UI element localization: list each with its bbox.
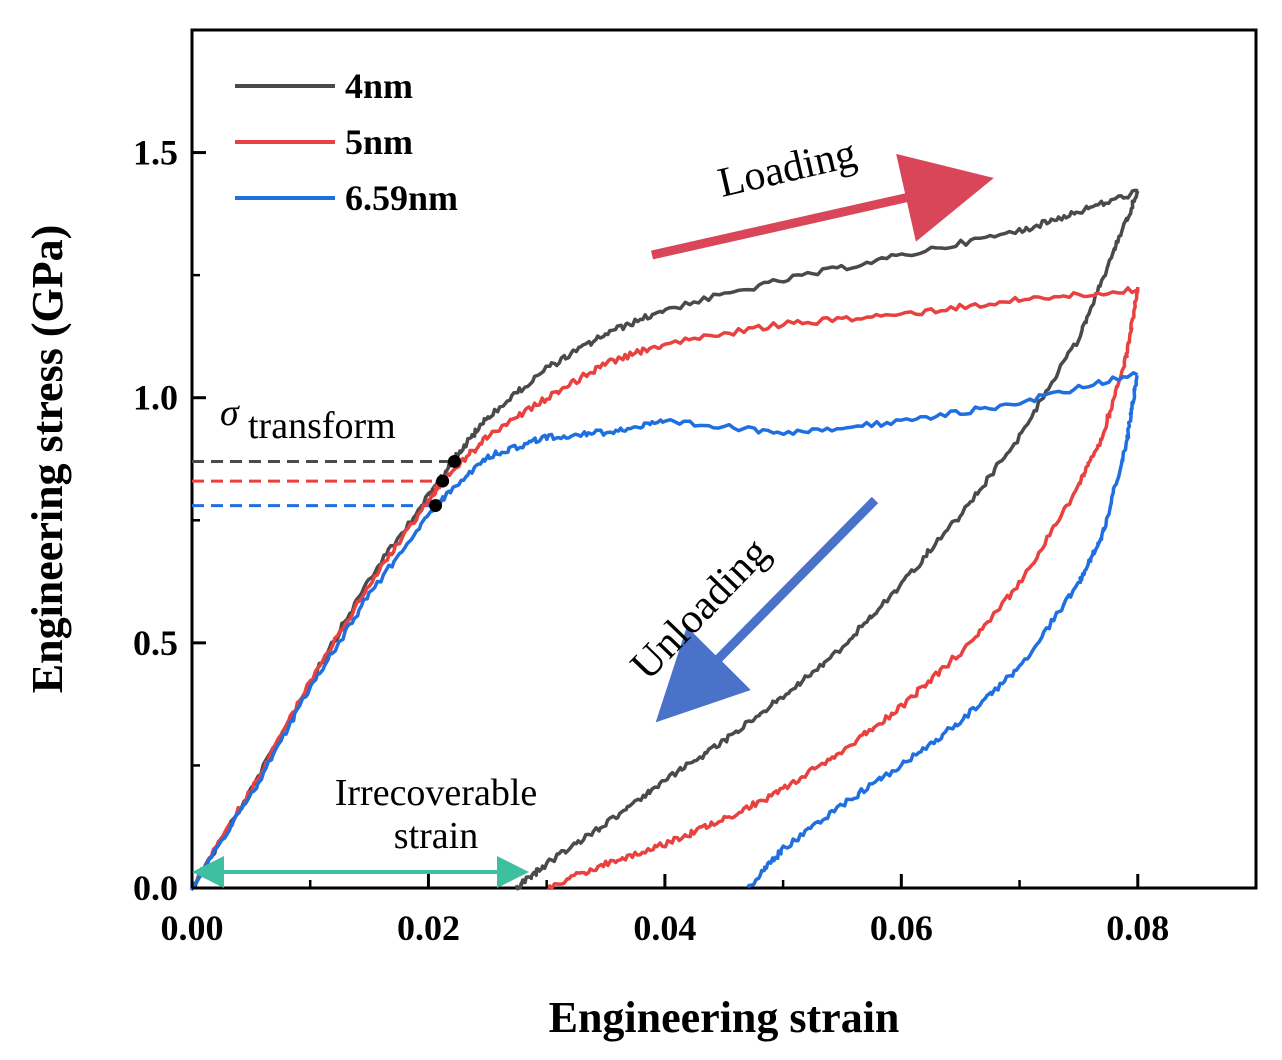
x-tick-label: 0.06 <box>870 908 933 948</box>
x-tick-label: 0.04 <box>633 908 696 948</box>
series-6-59nm-loading-line <box>189 371 1139 892</box>
legend-label: 4nm <box>345 66 413 106</box>
loading-annotation: Loading <box>651 130 994 260</box>
y-tick-label: 0.5 <box>133 623 178 663</box>
transform-stress-guides <box>192 459 455 508</box>
transform-point-4nm <box>447 454 461 468</box>
series-5nm <box>191 286 1140 891</box>
unloading-arrow <box>655 496 879 723</box>
x-tick-label: 0.00 <box>161 908 224 948</box>
x-tick-label: 0.08 <box>1106 908 1169 948</box>
legend-item-4nm: 4nm <box>235 66 413 106</box>
plot-frame <box>190 28 1258 890</box>
irrecoverable-annotation: Irrecoverable strain <box>192 772 538 888</box>
y-tick-label: 1.5 <box>133 133 178 173</box>
transform-subscript: transform <box>248 405 396 447</box>
irrecoverable-label-line1: Irrecoverable <box>335 772 538 814</box>
annotations: σ transform Loading Unloading Irrecovera… <box>192 130 994 888</box>
y-axis-title: Engineering stress (GPa) <box>23 225 72 694</box>
y-axis-ticks: 0.0 0.5 1.0 1.5 <box>133 28 206 908</box>
series-6-59nm-unloading-line <box>746 375 1139 888</box>
legend-label: 5nm <box>345 122 413 162</box>
series-5nm-unloading-line <box>545 286 1140 891</box>
sigma-transform-label: σ transform <box>220 392 396 447</box>
legend-item-6-59nm: 6.59nm <box>235 178 458 218</box>
legend-label: 6.59nm <box>345 178 458 218</box>
series-5nm-loading-line <box>191 286 1139 887</box>
unloading-label: Unloading <box>622 529 778 689</box>
x-tick-label: 0.02 <box>397 908 460 948</box>
legend: 4nm 5nm 6.59nm <box>235 66 458 218</box>
transform-point-5nm <box>436 474 450 488</box>
series-6-59nm <box>189 371 1139 892</box>
series-layer <box>189 188 1140 892</box>
plot-area: 0.00 0.02 0.04 0.06 0.08 0.0 0.5 1.0 1.5 <box>133 28 1258 948</box>
x-axis-ticks: 0.00 0.02 0.04 0.06 0.08 <box>161 874 1169 948</box>
irrecoverable-label-line2: strain <box>394 815 478 857</box>
y-tick-label: 1.0 <box>133 378 178 418</box>
sigma-symbol: σ <box>220 392 240 434</box>
loading-arrow <box>651 153 994 260</box>
series-4nm-unloading-line <box>514 190 1140 891</box>
y-tick-label: 0.0 <box>133 868 178 908</box>
unloading-annotation: Unloading <box>622 496 879 723</box>
legend-item-5nm: 5nm <box>235 122 413 162</box>
x-axis-title: Engineering strain <box>549 993 900 1042</box>
transform-point-6-59nm <box>429 499 443 513</box>
transform-points <box>429 454 461 513</box>
loading-label: Loading <box>714 130 861 206</box>
